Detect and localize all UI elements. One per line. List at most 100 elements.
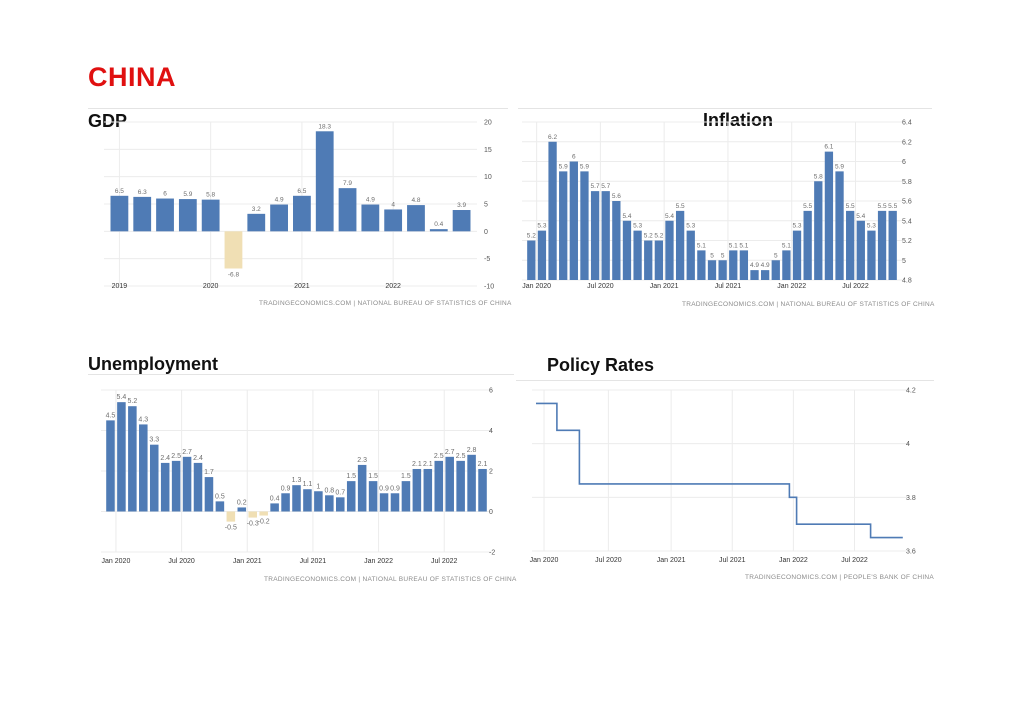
data-label: 7.9 xyxy=(343,180,352,187)
bar xyxy=(237,507,247,512)
data-label: 2.3 xyxy=(357,457,367,464)
data-label: 0.9 xyxy=(379,485,389,492)
y-tick-label: 0 xyxy=(484,229,488,236)
data-label: 2.1 xyxy=(423,461,433,468)
data-label: 18.3 xyxy=(318,123,331,130)
x-tick-label: 2021 xyxy=(294,283,310,290)
data-label: 5.1 xyxy=(697,242,706,249)
bar xyxy=(201,199,220,232)
policy-rates-chart-title: Policy Rates xyxy=(547,355,655,375)
x-tick-label: Jul 2022 xyxy=(842,283,869,290)
data-label: 0.9 xyxy=(281,485,291,492)
data-label: 5.8 xyxy=(814,173,823,180)
unemployment-chart-title: Unemployment xyxy=(88,354,219,374)
bar xyxy=(644,240,653,280)
bar xyxy=(434,460,444,512)
data-label: 0.2 xyxy=(237,499,247,506)
bar xyxy=(401,481,411,512)
bar xyxy=(303,489,312,512)
bar xyxy=(133,196,152,232)
data-label: 5.3 xyxy=(686,223,695,230)
policy-rates-chart-source: TRADINGECONOMICS.COM | PEOPLE'S BANK OF … xyxy=(745,574,935,581)
bar xyxy=(315,131,334,232)
data-label: 5.5 xyxy=(878,203,887,210)
y-tick-label: 5 xyxy=(484,202,488,209)
x-tick-label: Jul 2020 xyxy=(595,557,622,564)
bar xyxy=(270,204,288,232)
bar xyxy=(224,231,243,269)
gdp-chart-svg: 20 15 10 5 0 -5 -10 2019 2020 2021 2022 6.5 6.3 6 5.9 5… xyxy=(104,120,494,291)
bar xyxy=(739,250,749,280)
data-label: 4.5 xyxy=(106,412,116,419)
x-tick-label: Jan 2020 xyxy=(522,283,551,290)
bar xyxy=(247,213,266,232)
data-label: 5.6 xyxy=(612,193,621,200)
bar xyxy=(888,210,897,280)
bar xyxy=(527,240,536,280)
data-label: 0.7 xyxy=(335,489,345,496)
y-tick-label: 20 xyxy=(484,120,492,127)
bar xyxy=(407,205,425,232)
data-label: 6.3 xyxy=(138,189,147,196)
bar xyxy=(182,456,192,512)
y-tick-label: -10 xyxy=(484,284,494,291)
bar xyxy=(270,503,279,512)
data-label: 2.8 xyxy=(467,447,477,454)
data-label: 3.9 xyxy=(457,202,466,209)
gdp-chart-source: TRADINGECONOMICS.COM | NATIONAL BUREAU O… xyxy=(259,300,512,307)
y-tick-label: 5 xyxy=(902,258,906,265)
bar xyxy=(390,493,400,512)
x-tick-label: Jan 2021 xyxy=(657,557,686,564)
y-tick-label: 4.2 xyxy=(906,388,916,395)
data-label: 2.1 xyxy=(412,461,422,468)
data-label: 2.7 xyxy=(445,449,455,456)
bar xyxy=(537,230,547,280)
bar xyxy=(697,250,706,280)
x-tick-label: 2022 xyxy=(385,283,401,290)
x-tick-label: Jan 2020 xyxy=(530,557,559,564)
y-tick-label: 15 xyxy=(484,147,492,154)
x-tick-label: Jan 2021 xyxy=(233,558,262,565)
bar xyxy=(548,141,557,280)
data-label: 6.1 xyxy=(824,144,833,151)
data-label: 4.9 xyxy=(275,197,284,204)
y-tick-label: 3.8 xyxy=(906,495,916,502)
bar xyxy=(856,220,865,280)
y-tick-label: 10 xyxy=(484,174,492,181)
data-label: -0.5 xyxy=(225,525,237,532)
series-line xyxy=(536,402,903,539)
bar xyxy=(215,501,225,512)
bar xyxy=(338,188,357,232)
bar xyxy=(633,230,642,280)
data-label: 5.4 xyxy=(117,394,127,401)
bar xyxy=(110,195,129,232)
bar xyxy=(707,260,717,280)
x-tick-label: Jan 2022 xyxy=(777,283,806,290)
bar xyxy=(429,229,448,232)
y-tick-label: -2 xyxy=(489,550,495,557)
bar xyxy=(559,171,568,280)
data-label: 5.2 xyxy=(527,233,536,240)
data-label: 4.8 xyxy=(411,197,420,204)
bar xyxy=(106,420,115,512)
data-label: 5.5 xyxy=(803,203,812,210)
data-label: 5.4 xyxy=(665,213,674,220)
bar xyxy=(178,199,197,232)
policy-rates-chart-panel: Policy Rates 4.2 4 3.8 3.6 Jan 2020 Jul 2020 J… xyxy=(516,352,934,592)
data-label: -0.2 xyxy=(258,519,270,526)
data-label: 3.3 xyxy=(149,437,159,444)
data-label: 0.4 xyxy=(270,495,280,502)
bar xyxy=(281,493,290,512)
bar xyxy=(293,195,311,232)
data-label: 5.3 xyxy=(793,223,802,230)
y-tick-label: 6 xyxy=(902,159,906,166)
bar xyxy=(325,495,334,512)
inflation-chart-source: TRADINGECONOMICS.COM | NATIONAL BUREAU O… xyxy=(682,301,935,308)
y-tick-label: 5.8 xyxy=(902,179,912,186)
bar xyxy=(357,464,367,512)
data-label: 6.2 xyxy=(548,134,557,141)
bar xyxy=(814,181,823,280)
y-tick-label: 5.4 xyxy=(902,218,912,225)
bar xyxy=(160,462,170,512)
bar xyxy=(835,171,844,280)
